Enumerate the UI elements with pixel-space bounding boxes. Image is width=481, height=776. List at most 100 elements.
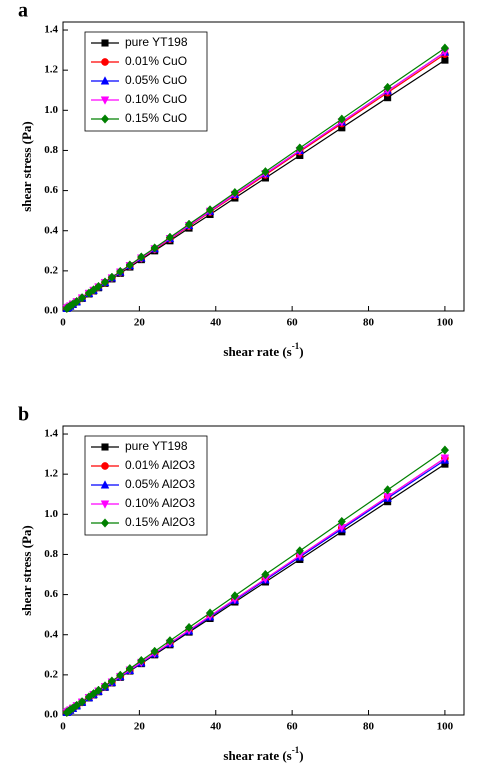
x-tick-label: 40 [210, 317, 222, 329]
legend-label: 0.10% CuO [125, 92, 187, 106]
marker [137, 252, 146, 262]
legend-label: 0.05% CuO [125, 73, 187, 87]
x-tick-label: 40 [210, 721, 222, 733]
marker [230, 187, 239, 198]
marker [230, 591, 239, 601]
x-tick-label: 20 [134, 317, 146, 329]
y-tick-label: 0.2 [44, 668, 58, 680]
y-tick-label: 0.4 [44, 628, 58, 640]
marker [205, 205, 215, 215]
marker [165, 232, 175, 243]
marker [94, 685, 103, 695]
legend-label: pure YT198 [125, 35, 188, 49]
y-tick-label: 1.0 [44, 508, 58, 520]
legend-label: 0.05% Al2O3 [125, 477, 195, 491]
marker [107, 676, 117, 686]
marker [337, 114, 346, 124]
marker [184, 622, 194, 633]
marker [125, 663, 134, 674]
y-tick-label: 0.0 [44, 305, 58, 317]
y-tick-label: 1.0 [44, 104, 58, 116]
y-tick-label: 0.8 [44, 548, 58, 560]
y-axis-label: shear stress (Pa) [19, 121, 34, 212]
y-tick-label: 1.4 [44, 24, 58, 36]
marker [100, 96, 110, 105]
marker [295, 546, 304, 556]
marker [101, 443, 109, 451]
y-tick-label: 0.2 [44, 264, 58, 276]
y-tick-label: 0.6 [44, 588, 58, 600]
x-axis-label-text: shear rate (s [223, 748, 291, 763]
legend-label: pure YT198 [125, 439, 188, 453]
x-tick-label: 100 [437, 317, 454, 329]
marker [107, 272, 117, 282]
marker [116, 266, 125, 277]
legend-label: 0.10% Al2O3 [125, 496, 195, 510]
x-tick-label: 20 [134, 721, 146, 733]
marker [150, 243, 159, 253]
marker [165, 636, 175, 646]
x-tick-label: 60 [287, 317, 299, 329]
marker [440, 43, 450, 53]
legend-label: 0.15% Al2O3 [125, 515, 195, 529]
y-tick-label: 0.6 [44, 184, 58, 196]
plot-frame [62, 21, 465, 312]
marker [101, 39, 109, 47]
marker [150, 646, 159, 657]
marker [100, 277, 110, 287]
panel-label: b [18, 404, 29, 426]
marker [137, 655, 146, 666]
x-tick-label: 0 [60, 317, 66, 329]
x-tick-label: 60 [287, 721, 299, 733]
marker [100, 500, 110, 509]
marker [101, 462, 109, 470]
y-tick-label: 0.8 [44, 144, 58, 156]
chart: a 0.0 0.2 0.4 0.6 0.8 1.0 1.2 1.4 0 20 40 60 80 100 she… [18, 0, 465, 359]
marker [383, 82, 392, 93]
x-axis-label-end: ) [299, 344, 303, 359]
marker [72, 700, 81, 711]
y-tick-label: 0.0 [44, 709, 58, 721]
marker [125, 260, 134, 270]
marker [100, 76, 110, 85]
marker [77, 293, 87, 303]
x-tick-label: 80 [363, 721, 375, 733]
plot-frame [62, 425, 465, 716]
marker [100, 681, 110, 691]
marker [337, 516, 346, 527]
y-tick-label: 1.4 [44, 428, 58, 440]
panel-label: a [18, 0, 28, 22]
marker [261, 569, 270, 580]
marker [100, 518, 110, 528]
x-axis-label-sup: -1 [292, 745, 300, 755]
x-tick-label: 100 [437, 721, 454, 733]
marker [116, 670, 125, 680]
marker [77, 697, 87, 707]
marker [72, 296, 81, 307]
chart: b 0.0 0.2 0.4 0.6 0.8 1.0 1.2 1.4 0 20 40 60 80 100 she… [18, 404, 465, 763]
marker [440, 445, 450, 455]
marker [94, 281, 103, 292]
x-tick-label: 80 [363, 317, 375, 329]
marker [261, 167, 270, 177]
marker [100, 114, 110, 124]
legend-label: 0.01% CuO [125, 54, 187, 68]
y-tick-label: 1.2 [44, 64, 58, 76]
x-axis-label-text: shear rate (s [223, 344, 291, 359]
legend-label: 0.15% CuO [125, 111, 187, 125]
x-axis-label: shear rate (s-1) [223, 341, 303, 359]
marker [383, 485, 392, 495]
marker [205, 608, 215, 618]
x-axis-label: shear rate (s-1) [223, 745, 303, 763]
marker [100, 480, 110, 489]
marker [89, 285, 98, 295]
legend-label: 0.01% Al2O3 [125, 458, 195, 472]
x-tick-label: 0 [60, 721, 66, 733]
marker [89, 689, 98, 699]
marker [295, 143, 304, 153]
y-tick-label: 1.2 [44, 468, 58, 480]
y-axis-label: shear stress (Pa) [19, 525, 34, 616]
marker [440, 454, 450, 463]
y-tick-label: 0.4 [44, 224, 58, 236]
